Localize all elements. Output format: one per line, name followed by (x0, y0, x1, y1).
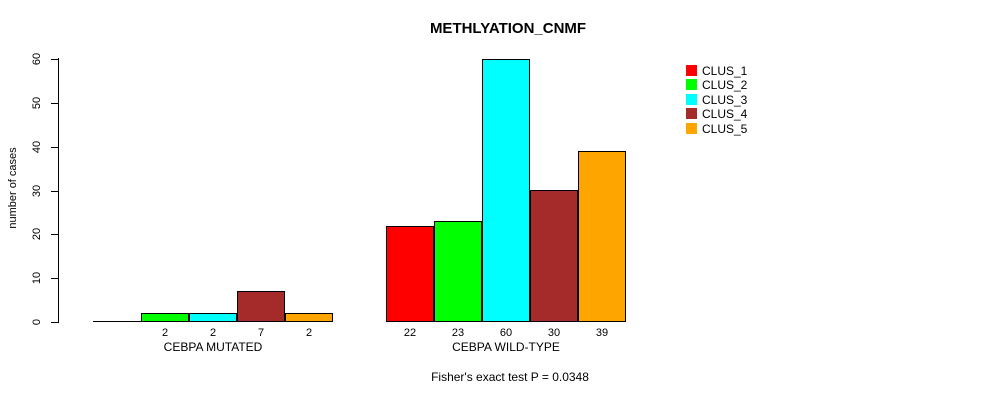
bar-count-label: 2 (209, 327, 217, 339)
y-axis-tick (51, 103, 58, 104)
bar-count-label: 2 (305, 327, 313, 339)
legend-label-clus_5: CLUS_5 (702, 122, 748, 136)
legend-swatch-clus_4 (686, 108, 697, 119)
bar-clus_4 (237, 291, 285, 322)
bar-clus_5 (578, 151, 626, 322)
bar-count-label: 7 (257, 327, 265, 339)
y-axis-tick (51, 322, 58, 323)
bar-count-label: 30 (547, 327, 561, 339)
bar-clus_3 (189, 313, 237, 322)
bar-clus_5 (285, 313, 333, 322)
legend-label-clus_3: CLUS_3 (702, 93, 748, 107)
bar-count-label: 23 (451, 327, 465, 339)
legend-swatch-clus_5 (686, 123, 697, 134)
y-axis-tick-label: 60 (31, 52, 43, 66)
zero-height-bar-clus_1 (93, 321, 141, 322)
chart-title: METHLYATION_CNMF (429, 20, 587, 37)
y-axis-tick (51, 191, 58, 192)
bar-clus_3 (482, 59, 530, 322)
y-axis-tick-label: 40 (31, 140, 43, 154)
legend-label-clus_2: CLUS_2 (702, 78, 748, 92)
legend-swatch-clus_2 (686, 79, 697, 90)
bar-clus_2 (434, 221, 482, 322)
y-axis-tick-label: 30 (31, 184, 43, 198)
bar-count-label: 22 (403, 327, 417, 339)
bar-clus_1 (386, 226, 434, 322)
legend-label-clus_4: CLUS_4 (702, 107, 748, 121)
bar-count-label: 60 (499, 327, 513, 339)
legend-swatch-clus_3 (686, 94, 697, 105)
x-group-label: CEBPA WILD-TYPE (452, 340, 560, 354)
y-axis-title: number of cases (7, 147, 19, 229)
x-group-label: CEBPA MUTATED (163, 340, 263, 354)
bar-clus_4 (530, 190, 578, 322)
y-axis-tick-label: 50 (31, 96, 43, 110)
bar-count-label: 39 (595, 327, 609, 339)
legend-label-clus_1: CLUS_1 (702, 64, 748, 78)
y-axis-tick (51, 147, 58, 148)
y-axis-tick (51, 234, 58, 235)
y-axis-tick (51, 59, 58, 60)
y-axis-line (58, 58, 59, 323)
y-axis-tick-label: 20 (31, 227, 43, 241)
legend-swatch-clus_1 (686, 65, 697, 76)
y-axis-tick-label: 10 (31, 271, 43, 285)
bar-count-label: 2 (161, 327, 169, 339)
y-axis-tick (51, 278, 58, 279)
y-axis-tick-label: 0 (31, 318, 43, 326)
fisher-test-annotation: Fisher's exact test P = 0.0348 (431, 370, 589, 384)
bar-clus_2 (141, 313, 189, 322)
